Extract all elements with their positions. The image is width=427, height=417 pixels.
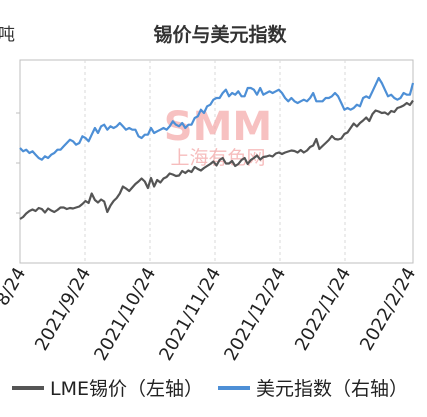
x-tick-label: 8/24: [0, 264, 30, 310]
x-tick-label: 2022/1/24: [291, 264, 355, 354]
legend-label-usd: 美元指数（右轴）: [256, 378, 409, 400]
x-tick-label: 2021/12/24: [220, 264, 290, 364]
series-line-usd-index: [19, 76, 415, 161]
x-tick-label: 2021/10/24: [90, 264, 160, 364]
x-tick-label: 2021/11/24: [155, 264, 225, 364]
legend-label-lme: LME锡价（左轴）: [50, 378, 203, 400]
legend-swatch-usd: [218, 385, 250, 390]
legend-item-lme: LME锡价（左轴）: [12, 374, 203, 401]
chart-title: 锡价与美元指数: [153, 24, 287, 46]
left-axis-unit: 吨: [0, 25, 15, 45]
legend-item-usd: 美元指数（右轴）: [218, 374, 408, 401]
legend: LME锡价（左轴） 美元指数（右轴）: [0, 374, 427, 404]
watermark-logo: SMM: [164, 104, 272, 150]
watermark-text: 上海有色网: [170, 147, 265, 169]
x-tick-label: 2021/9/24: [31, 264, 95, 354]
x-tick-label: 2022/2/24: [356, 264, 420, 354]
plot-border: [19, 59, 414, 264]
legend-swatch-lme: [12, 385, 44, 390]
series-line-lme-tin: [19, 99, 414, 220]
